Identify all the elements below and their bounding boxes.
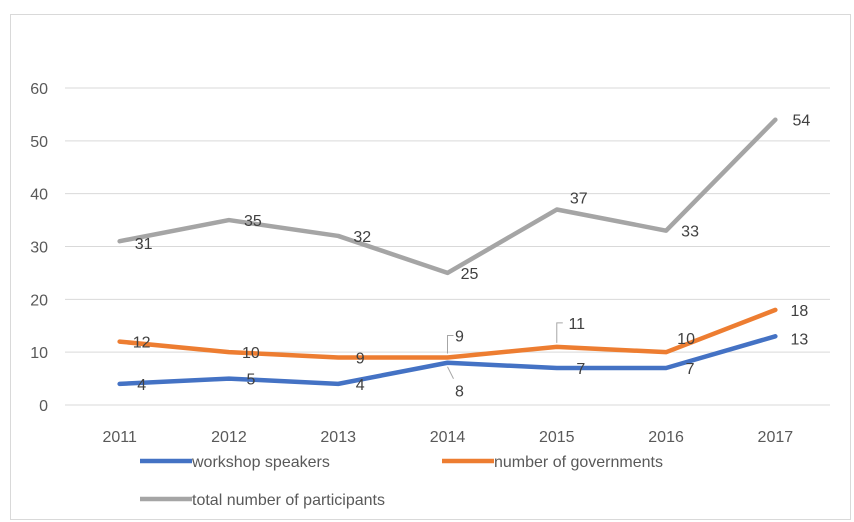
series-line-3 bbox=[117, 117, 778, 276]
series-lines bbox=[117, 117, 778, 387]
x-axis-ticks: 2011 2012 2013 2014 2015 2016 2017 bbox=[102, 429, 793, 446]
data-label: 10 bbox=[242, 345, 260, 362]
x-tick-label: 2017 bbox=[758, 429, 794, 446]
legend-label: workshop speakers bbox=[191, 454, 330, 471]
y-axis-ticks: 0 10 20 30 40 50 60 bbox=[30, 81, 48, 415]
data-label: 4 bbox=[137, 377, 146, 394]
x-tick-label: 2016 bbox=[648, 429, 684, 446]
x-tick-label: 2013 bbox=[320, 429, 356, 446]
y-tick-label: 30 bbox=[30, 240, 48, 257]
legend-label: total number of participants bbox=[192, 492, 385, 509]
legend: workshop speakers number of governments to… bbox=[140, 454, 663, 509]
x-tick-label: 2015 bbox=[539, 429, 575, 446]
gridlines bbox=[65, 87, 830, 406]
data-label: 37 bbox=[570, 191, 588, 208]
data-label: 54 bbox=[792, 113, 810, 130]
data-label: 11 bbox=[568, 316, 585, 333]
legend-label: number of governments bbox=[494, 454, 663, 471]
y-tick-label: 0 bbox=[39, 398, 48, 415]
data-label: 5 bbox=[246, 372, 255, 389]
y-tick-label: 40 bbox=[30, 187, 48, 204]
data-label: 18 bbox=[790, 303, 808, 320]
series-line-2 bbox=[117, 307, 778, 360]
data-label: 31 bbox=[135, 236, 153, 253]
y-tick-label: 60 bbox=[30, 81, 48, 98]
data-label: 4 bbox=[356, 377, 365, 394]
y-tick-label: 10 bbox=[30, 345, 48, 362]
data-label: 32 bbox=[353, 229, 371, 246]
data-label: 35 bbox=[244, 213, 262, 230]
series-line-1 bbox=[117, 334, 778, 387]
data-label: 33 bbox=[681, 224, 699, 241]
y-tick-label: 50 bbox=[30, 134, 48, 151]
leader-line bbox=[447, 334, 454, 354]
x-tick-label: 2012 bbox=[211, 429, 247, 446]
x-tick-label: 2011 bbox=[102, 429, 137, 446]
x-tick-label: 2014 bbox=[430, 429, 466, 446]
data-label: 25 bbox=[461, 266, 479, 283]
data-label: 9 bbox=[455, 328, 464, 345]
y-tick-label: 20 bbox=[30, 292, 48, 309]
data-label: 9 bbox=[356, 350, 365, 367]
data-label: 10 bbox=[677, 331, 695, 348]
data-label: 12 bbox=[133, 335, 151, 352]
data-label: 7 bbox=[576, 361, 585, 378]
leader-line bbox=[447, 366, 454, 379]
data-label: 8 bbox=[455, 384, 464, 401]
data-label: 7 bbox=[686, 361, 695, 378]
leader-line bbox=[556, 322, 563, 343]
data-label: 13 bbox=[790, 331, 808, 348]
